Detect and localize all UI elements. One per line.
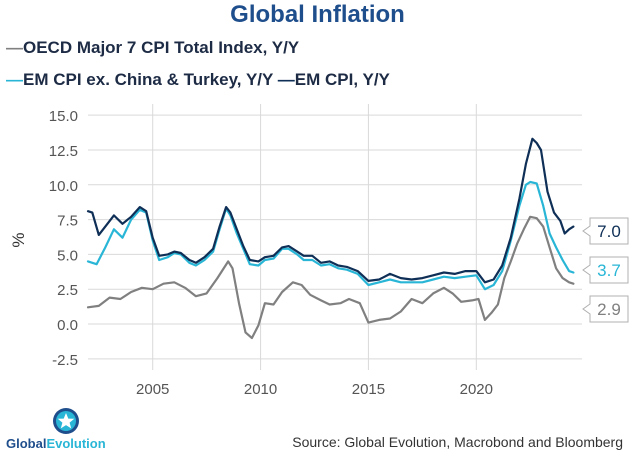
end-value-labels: 7.0 3.7 2.9 <box>582 217 629 323</box>
y-axis-label: % <box>9 232 28 247</box>
y-tick-label: 5.0 <box>57 247 78 264</box>
end-label-box <box>582 217 629 245</box>
end-label-value: 2.9 <box>597 300 621 319</box>
logo-text-evolution: Evolution <box>46 436 106 451</box>
y-tick-label: 0.0 <box>57 317 78 334</box>
grid-lines <box>88 104 582 370</box>
legend-oecd-swatch: — <box>6 38 23 57</box>
chart-title: Global Inflation <box>230 1 405 28</box>
end-label-value: 3.7 <box>597 261 621 280</box>
end-label-value: 7.0 <box>597 222 621 241</box>
y-tick-label: 2.5 <box>57 282 78 299</box>
x-axis-ticks: 2005 2010 2015 2020 <box>136 381 493 398</box>
global-evolution-logo: GlobalEvolution <box>6 406 126 454</box>
star-logo-icon <box>53 408 79 434</box>
logo-wordmark: GlobalEvolution <box>6 436 106 451</box>
x-tick-label: 2020 <box>460 381 493 398</box>
x-tick-label: 2015 <box>352 381 385 398</box>
legend-em-ex-label: EM CPI ex. China & Turkey, Y/Y <box>23 70 274 89</box>
legend-line-2: —EM CPI ex. China & Turkey, Y/Y —EM CPI,… <box>6 69 390 91</box>
legend-line-1: —OECD Major 7 CPI Total Index, Y/Y <box>6 37 299 59</box>
y-axis-ticks: 15.0 12.5 10.0 7.5 5.0 2.5 0.0 -2.5 <box>49 108 78 369</box>
legend-em-label: EM CPI, Y/Y <box>294 70 390 89</box>
legend-em-swatch: — <box>277 70 295 89</box>
source-note: Source: Global Evolution, Macrobond and … <box>292 434 623 450</box>
y-tick-label: 10.0 <box>49 178 78 195</box>
legend-em-ex-swatch: — <box>6 70 23 89</box>
x-tick-label: 2010 <box>244 381 277 398</box>
y-tick-label: 7.5 <box>57 213 78 230</box>
series-lines <box>86 137 575 340</box>
series-line <box>86 215 575 340</box>
y-tick-label: -2.5 <box>52 352 78 369</box>
x-tick-label: 2005 <box>136 381 169 398</box>
y-tick-label: 15.0 <box>49 108 78 125</box>
end-label-box <box>582 295 629 323</box>
y-tick-label: 12.5 <box>49 143 78 160</box>
logo-text-global: Global <box>6 436 47 451</box>
end-label: 7.0 <box>582 217 629 245</box>
end-label: 3.7 <box>582 256 629 284</box>
series-line <box>86 137 575 284</box>
end-label: 2.9 <box>582 295 629 323</box>
series-line <box>86 180 575 291</box>
legend-oecd-label: OECD Major 7 CPI Total Index, Y/Y <box>23 38 300 57</box>
end-label-box <box>582 256 629 284</box>
